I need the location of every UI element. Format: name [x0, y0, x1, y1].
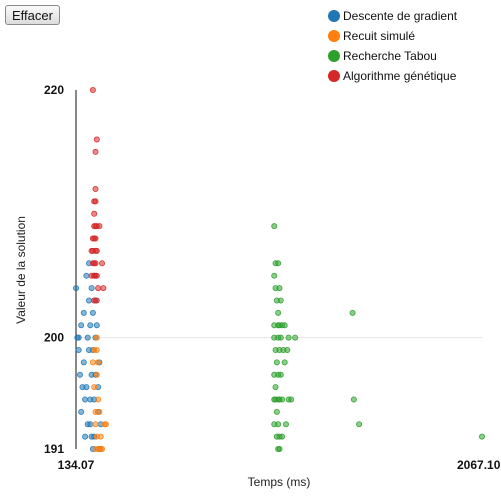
- y-tick-label: 220: [44, 83, 64, 97]
- legend-label: Recherche Tabou: [343, 49, 437, 63]
- x-tick-label: 2067.10: [457, 458, 501, 472]
- data-point: [82, 396, 89, 403]
- legend-item-gradient-descent: Descente de gradient: [328, 6, 457, 26]
- data-point: [273, 359, 280, 366]
- data-point: [89, 359, 96, 366]
- data-point: [349, 309, 356, 316]
- data-points: [73, 87, 485, 452]
- data-point: [284, 346, 291, 353]
- data-point: [273, 408, 280, 415]
- data-point: [276, 285, 283, 292]
- data-point: [92, 235, 99, 242]
- legend-swatch: [328, 50, 340, 62]
- data-point: [102, 421, 109, 428]
- legend-label: Descente de gradient: [343, 9, 458, 23]
- data-point: [83, 272, 90, 279]
- y-axis-title: Valeur de la solution: [14, 216, 28, 324]
- data-point: [93, 334, 100, 341]
- data-point: [279, 433, 286, 440]
- data-point: [83, 384, 90, 391]
- data-point: [93, 322, 100, 329]
- data-point: [92, 186, 99, 193]
- x-axis-title: Temps (ms): [248, 475, 311, 489]
- data-point: [88, 247, 95, 254]
- data-point: [277, 334, 284, 341]
- data-point: [80, 359, 87, 366]
- data-point: [87, 421, 94, 428]
- data-point: [288, 396, 295, 403]
- data-point: [271, 223, 278, 230]
- data-point: [89, 309, 96, 316]
- legend-item-genetic-algorithm: Algorithme génétique: [328, 66, 457, 86]
- data-point: [356, 421, 363, 428]
- data-point: [271, 272, 278, 279]
- data-point: [78, 408, 85, 415]
- data-point: [93, 136, 100, 143]
- clear-button[interactable]: Effacer: [5, 5, 60, 25]
- data-point: [99, 260, 106, 267]
- data-point: [279, 396, 286, 403]
- data-point: [275, 260, 282, 267]
- data-point: [95, 396, 102, 403]
- data-point: [92, 260, 99, 267]
- data-point: [285, 334, 292, 341]
- data-point: [276, 445, 283, 452]
- data-point: [97, 433, 104, 440]
- data-point: [91, 346, 98, 353]
- data-point: [84, 334, 91, 341]
- y-tick-label: 200: [44, 331, 64, 345]
- legend: Descente de gradient Recuit simulé Reche…: [328, 6, 457, 86]
- x-tick-label: 134.07: [58, 458, 95, 472]
- data-point: [93, 247, 100, 254]
- data-point: [82, 433, 89, 440]
- data-point: [281, 359, 288, 366]
- data-point: [282, 421, 289, 428]
- data-point: [93, 272, 100, 279]
- data-point: [96, 223, 103, 230]
- data-point: [95, 359, 102, 366]
- data-point: [88, 272, 95, 279]
- data-point: [277, 297, 284, 304]
- data-point: [75, 346, 82, 353]
- data-point: [91, 297, 98, 304]
- y-tick-label: 191: [44, 442, 64, 456]
- data-point: [275, 421, 282, 428]
- data-point: [91, 384, 98, 391]
- legend-swatch: [328, 70, 340, 82]
- legend-swatch: [328, 10, 340, 22]
- data-point: [92, 421, 99, 428]
- data-point: [80, 309, 87, 316]
- data-point: [350, 396, 357, 403]
- data-point: [78, 322, 85, 329]
- data-point: [275, 309, 282, 316]
- data-point: [277, 371, 284, 378]
- data-point: [96, 408, 103, 415]
- data-point: [91, 210, 98, 217]
- data-point: [272, 384, 279, 391]
- legend-swatch: [328, 30, 340, 42]
- legend-item-tabu-search: Recherche Tabou: [328, 46, 457, 66]
- data-point: [281, 322, 288, 329]
- data-point: [75, 334, 82, 341]
- data-point: [92, 198, 99, 205]
- data-point: [100, 285, 107, 292]
- data-point: [292, 334, 299, 341]
- legend-label: Recuit simulé: [343, 29, 416, 43]
- data-point: [87, 322, 94, 329]
- legend-label: Algorithme génétique: [343, 69, 457, 83]
- data-point: [99, 445, 106, 452]
- data-point: [95, 285, 102, 292]
- data-point: [89, 87, 96, 94]
- data-point: [88, 285, 95, 292]
- data-point: [93, 371, 100, 378]
- data-point: [478, 433, 485, 440]
- data-point: [92, 148, 99, 155]
- legend-item-simulated-annealing: Recuit simulé: [328, 26, 457, 46]
- data-point: [73, 285, 80, 292]
- data-point: [76, 371, 83, 378]
- data-point: [85, 297, 92, 304]
